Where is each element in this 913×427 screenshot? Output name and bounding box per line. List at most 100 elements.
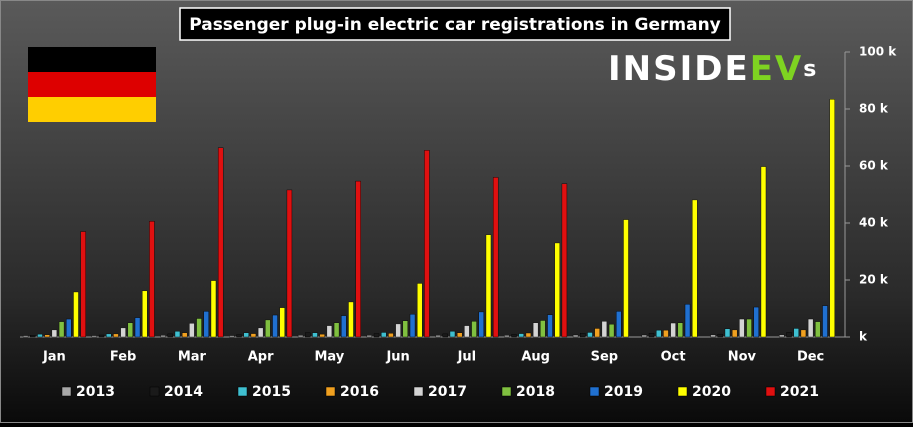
flag bbox=[28, 47, 156, 122]
legend-label: 2016 bbox=[340, 384, 379, 400]
legend-label: 2015 bbox=[252, 384, 291, 400]
x-tick-label: Jan bbox=[42, 350, 66, 365]
bar bbox=[30, 335, 36, 338]
x-tick-label: Jul bbox=[457, 350, 477, 365]
bar bbox=[250, 333, 257, 338]
bar bbox=[134, 317, 141, 338]
bar bbox=[554, 242, 560, 338]
logo-text: INSIDE bbox=[608, 49, 750, 89]
bar bbox=[800, 329, 807, 338]
bar bbox=[355, 180, 361, 338]
bar bbox=[608, 323, 615, 338]
bar bbox=[525, 332, 532, 338]
x-tick-label: Jun bbox=[385, 350, 409, 365]
bar bbox=[297, 335, 304, 338]
bar bbox=[181, 332, 188, 338]
x-tick-label: Oct bbox=[661, 350, 686, 365]
legend-label: 2017 bbox=[428, 384, 467, 400]
bar bbox=[286, 189, 293, 338]
bar bbox=[305, 332, 311, 338]
bar bbox=[547, 314, 553, 338]
bar bbox=[326, 325, 333, 338]
y-tick-label: 60 k bbox=[859, 159, 889, 173]
legend-swatch bbox=[237, 386, 248, 397]
legend-swatch bbox=[501, 386, 512, 397]
bar bbox=[381, 332, 387, 338]
bar bbox=[73, 291, 79, 338]
y-tick-label: 40 k bbox=[859, 216, 889, 230]
y-tick-label: k bbox=[859, 330, 868, 344]
bar bbox=[540, 320, 546, 338]
bar bbox=[677, 322, 684, 338]
bar bbox=[594, 328, 600, 338]
bar bbox=[692, 199, 698, 338]
bar bbox=[648, 333, 655, 338]
bar bbox=[189, 323, 195, 338]
bar bbox=[511, 334, 517, 338]
bar bbox=[265, 319, 271, 338]
bar bbox=[684, 304, 691, 338]
bar bbox=[724, 328, 731, 338]
bar bbox=[196, 318, 202, 338]
bar bbox=[44, 334, 50, 338]
bar bbox=[37, 333, 43, 338]
bar bbox=[66, 318, 72, 338]
legend-label: 2018 bbox=[516, 384, 555, 400]
logo-suffix: s bbox=[803, 57, 818, 82]
logo: INSIDEEVs bbox=[608, 49, 818, 89]
bar bbox=[348, 301, 354, 338]
bar bbox=[623, 219, 629, 338]
bar bbox=[167, 333, 173, 338]
x-tick-label: May bbox=[314, 350, 344, 365]
bar bbox=[203, 311, 209, 338]
legend-swatch bbox=[765, 386, 776, 397]
bar bbox=[373, 333, 380, 338]
bar bbox=[366, 335, 373, 338]
bar bbox=[601, 321, 608, 338]
bar bbox=[471, 321, 477, 338]
bar bbox=[435, 335, 441, 338]
bar bbox=[641, 334, 648, 338]
bar bbox=[424, 150, 430, 338]
bar bbox=[229, 335, 235, 338]
bar bbox=[670, 322, 676, 338]
legend-swatch bbox=[677, 386, 688, 397]
bar bbox=[333, 322, 340, 338]
bar bbox=[243, 332, 249, 338]
bar bbox=[786, 332, 792, 338]
bar bbox=[532, 322, 539, 338]
legend-label: 2013 bbox=[76, 384, 115, 400]
bar bbox=[442, 333, 448, 338]
bar bbox=[492, 177, 499, 338]
bar bbox=[793, 328, 799, 338]
bar bbox=[815, 321, 821, 338]
bar bbox=[731, 329, 738, 338]
bar bbox=[142, 290, 148, 338]
bar bbox=[272, 314, 278, 338]
bar bbox=[312, 332, 318, 338]
bar bbox=[753, 306, 759, 338]
logo-accent: EV bbox=[750, 49, 804, 89]
bar bbox=[388, 333, 394, 338]
bar bbox=[746, 318, 752, 338]
x-tick-label: Mar bbox=[178, 350, 207, 365]
x-tick-label: Nov bbox=[728, 350, 757, 365]
bar bbox=[341, 315, 347, 338]
title-box bbox=[179, 7, 731, 41]
legend-swatch bbox=[61, 386, 72, 397]
x-tick-label: Sep bbox=[591, 350, 619, 365]
bar bbox=[160, 335, 166, 338]
legend-swatch bbox=[589, 386, 600, 397]
bar bbox=[319, 333, 325, 338]
bar bbox=[656, 329, 662, 338]
bar bbox=[106, 333, 112, 338]
bar bbox=[779, 334, 785, 338]
x-tick-label: Aug bbox=[521, 350, 550, 365]
bar bbox=[616, 311, 622, 338]
bar bbox=[22, 335, 29, 338]
bar bbox=[257, 327, 264, 338]
bar bbox=[518, 333, 524, 338]
bar bbox=[409, 314, 416, 338]
bar bbox=[710, 334, 716, 338]
